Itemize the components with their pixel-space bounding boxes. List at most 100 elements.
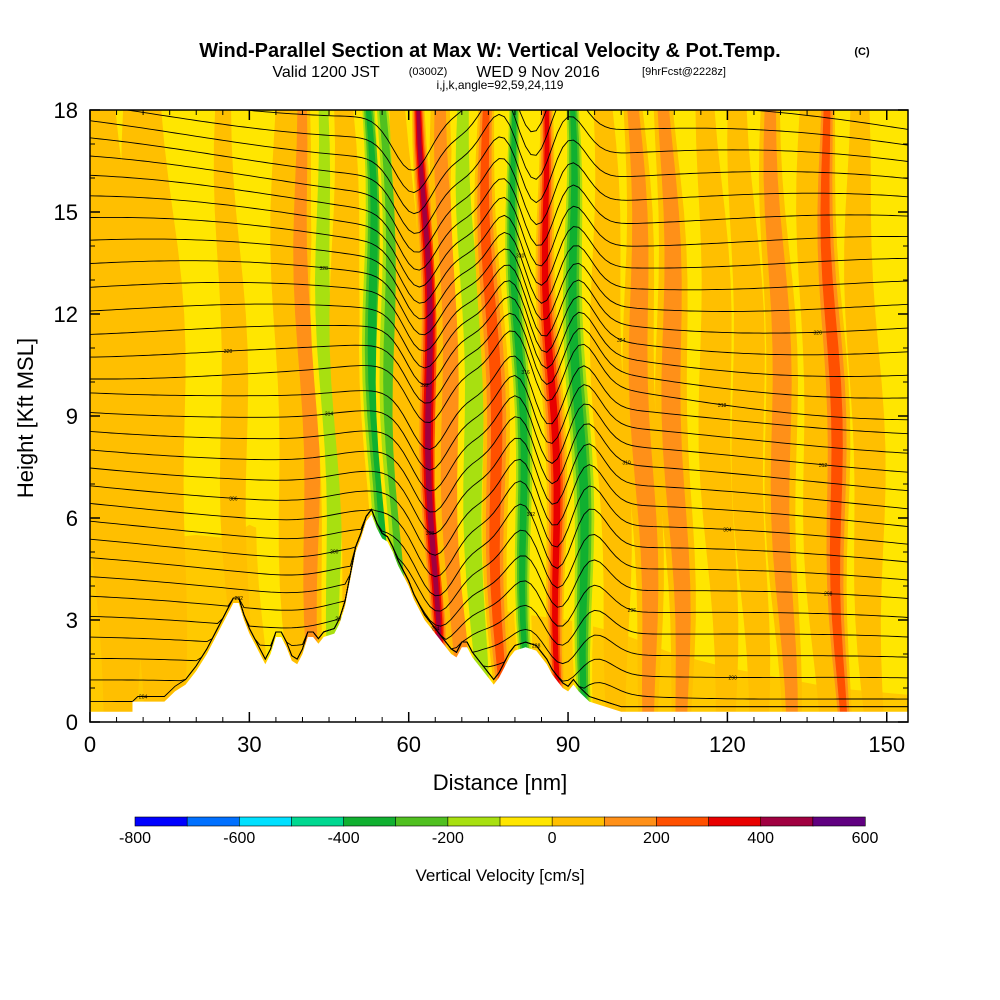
chart-title-mark: (C) (854, 46, 870, 58)
w-band (589, 110, 632, 722)
terrain-mask (90, 514, 908, 722)
theta-label: 316 (521, 370, 530, 376)
theta-contour (90, 458, 908, 556)
theta-label: 286 (335, 616, 344, 622)
theta-contour (124, 110, 908, 193)
colorbar-swatch (603, 816, 658, 827)
theta-contour (90, 330, 908, 423)
theta-contour (90, 296, 908, 386)
w-band (820, 110, 848, 722)
colorbar-tick-labels: -800 -600 -400 -200 0 200 400 600 (119, 830, 878, 847)
colorbar-tick-label: -400 (328, 830, 360, 847)
chart-subtitle-params: i,j,k,angle=92,59,24,119 (437, 78, 564, 92)
colorbar-swatch (186, 816, 240, 827)
theta-contour (90, 508, 908, 627)
theta-label: 326 (814, 330, 823, 336)
chart-subtitle-utc: (0300Z) (409, 66, 448, 78)
theta-contour (90, 174, 908, 271)
theta-contour (90, 508, 908, 650)
theta-contour (90, 375, 908, 471)
w-band (389, 110, 429, 722)
y-tick-label: 18 (54, 98, 78, 123)
w-band (844, 110, 886, 722)
theta-contour (90, 437, 908, 535)
theta-label: 312 (819, 463, 828, 469)
chart-title: Wind-Parallel Section at Max W: Vertical… (199, 40, 780, 62)
y-axis-label: Height [Kft MSL] (13, 338, 38, 498)
theta-label: 294 (431, 627, 440, 633)
y-tick-label: 0 (66, 710, 78, 735)
x-axis: 0 30 60 90 120 150 (84, 110, 905, 757)
w-band (480, 110, 509, 722)
colorbar-title: Vertical Velocity [cm/s] (415, 866, 584, 885)
theta-contour (90, 416, 908, 513)
theta-contour (90, 508, 908, 641)
theta-isentropes (90, 110, 908, 708)
theta-contour (90, 480, 908, 578)
w-band (541, 110, 563, 722)
theta-label: 310 (622, 461, 631, 467)
colorbar-swatch (656, 816, 710, 827)
theta-contour (90, 264, 908, 352)
theta-contour (90, 214, 908, 304)
plot-area: 284 286 288 290 292 294 296 298 300 302 304 306 308 3… (90, 110, 908, 722)
colorbar-tick-label: -600 (223, 830, 255, 847)
x-tick-label: 0 (84, 732, 96, 757)
y-tick-label: 12 (54, 302, 78, 327)
theta-label: 292 (235, 596, 244, 602)
x-tick-label: 120 (709, 732, 746, 757)
theta-label: 306 (229, 496, 238, 502)
theta-label: 318 (718, 403, 727, 409)
w-band (727, 110, 771, 722)
theta-contour (90, 155, 908, 253)
y-axis: 0 3 6 9 12 15 18 (54, 98, 908, 735)
theta-contour (90, 355, 908, 450)
chart-subtitle-forecast: [9hrFcst@2228z] (642, 66, 726, 78)
theta-label: 296 (628, 608, 637, 614)
colorbar-swatch (447, 816, 501, 827)
theta-contour (90, 195, 908, 288)
theta-contour (90, 508, 908, 612)
y-tick-label: 3 (66, 608, 78, 633)
theta-isentrope-labels: 284 286 288 290 292 294 296 298 300 302 304 306 308 3… (139, 253, 833, 700)
theta-label: 290 (729, 675, 738, 681)
colorbar-tick-label: -800 (119, 830, 151, 847)
colorbar (134, 816, 866, 827)
theta-label: 288 (532, 644, 541, 650)
w-band (695, 110, 739, 722)
theta-contour (90, 248, 908, 336)
w-band (213, 110, 254, 722)
theta-contour (90, 508, 908, 665)
colorbar-swatch (395, 816, 449, 827)
chart-subtitle-date: WED 9 Nov 2016 (476, 64, 600, 81)
theta-contour (90, 503, 908, 597)
theta-contour (90, 280, 908, 369)
colorbar-tick-label: 400 (747, 830, 774, 847)
chart-subtitle-valid: Valid 1200 JST (272, 64, 380, 81)
theta-label: 284 (139, 695, 148, 701)
w-band (120, 110, 188, 722)
theta-contour (90, 113, 908, 215)
colorbar-swatch (812, 816, 866, 827)
colorbar-tick-label: -200 (432, 830, 464, 847)
theta-contour (90, 395, 908, 492)
theta-label: 300 (330, 550, 339, 556)
theta-contour (90, 232, 908, 320)
theta-label: 328 (320, 266, 329, 272)
colorbar-swatch (760, 816, 814, 827)
x-tick-label: 90 (556, 732, 580, 757)
w-band (509, 110, 533, 722)
colorbar-tick-label: 200 (643, 830, 670, 847)
theta-label: 304 (723, 527, 732, 533)
theta-label: 322 (420, 383, 429, 389)
theta-label: 320 (224, 349, 233, 355)
colorbar-tick-label: 600 (852, 830, 879, 847)
x-axis-label: Distance [nm] (433, 770, 568, 795)
colorbar-tick-label: 0 (548, 830, 557, 847)
w-band (416, 110, 443, 722)
colorbar-swatch (499, 816, 553, 827)
theta-label: 314 (325, 412, 334, 418)
theta-label: 330 (516, 253, 525, 259)
theta-label: 324 (617, 338, 626, 344)
